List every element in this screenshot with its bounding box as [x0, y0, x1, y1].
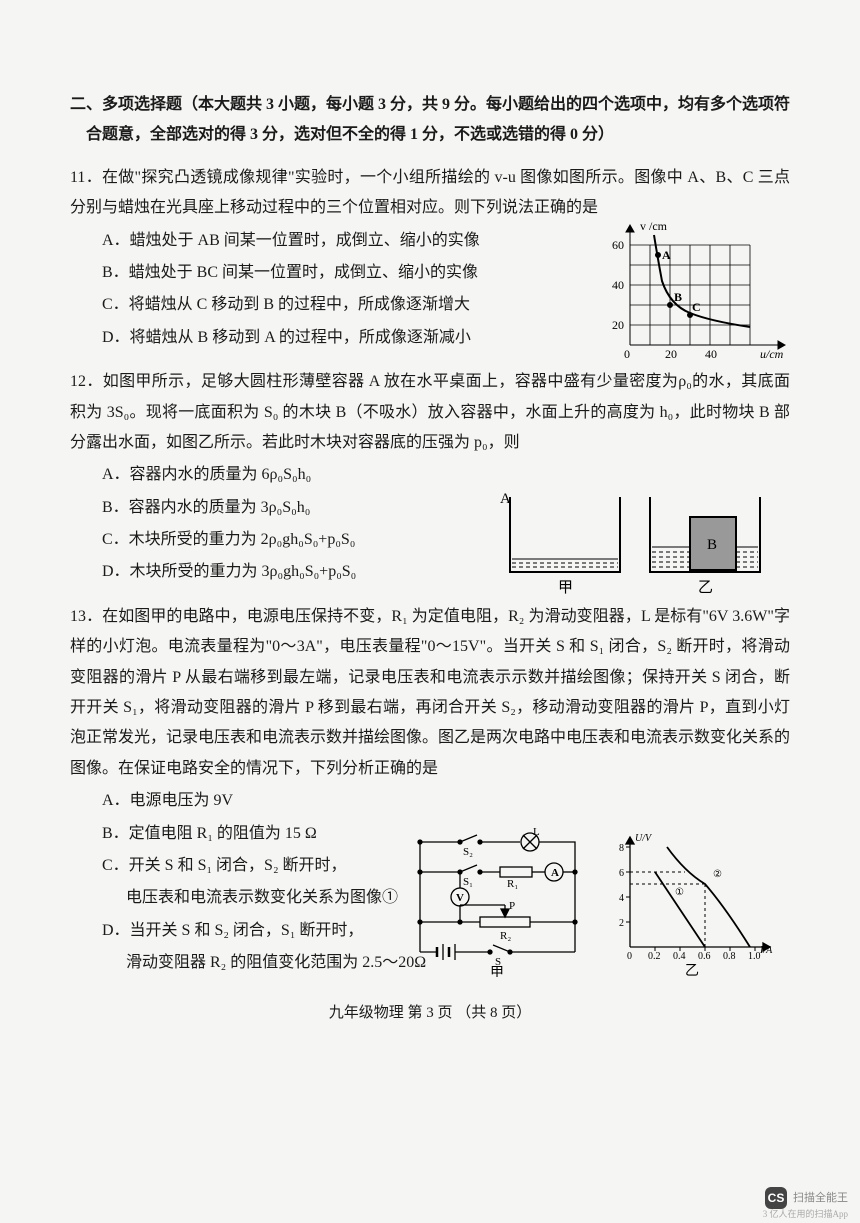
q11-chart: v /cm 60 40 20 0 20 40 u/cm A B C: [610, 215, 800, 365]
svg-text:60: 60: [612, 238, 624, 252]
page-footer: 九年级物理 第 3 页 （共 8 页）: [70, 999, 790, 1028]
q13-stem-text: 在如图甲的电路中，电源电压保持不变，R₁ 为定值电阻，R₂ 为滑动变阻器，L 是…: [70, 608, 790, 777]
q12-stem-text: 如图甲所示，足够大圆柱形薄壁容器 A 放在水平桌面上，容器中盛有少量密度为ρ₀的…: [70, 373, 790, 451]
svg-text:B: B: [707, 537, 717, 553]
svg-text:P: P: [509, 900, 515, 912]
q12-stem: 12．如图甲所示，足够大圆柱形薄壁容器 A 放在水平桌面上，容器中盛有少量密度为…: [70, 367, 790, 458]
svg-text:U/V: U/V: [635, 833, 653, 844]
svg-text:②: ②: [713, 869, 722, 880]
svg-text:B: B: [674, 290, 682, 304]
question-11: 11．在做"探究凸透镜成像规律"实验时，一个小组所描绘的 v-u 图像如图所示。…: [70, 163, 790, 353]
svg-text:S₁: S₁: [463, 876, 473, 888]
q13-circuit-figure: S₂ S₁ S L R₁ R₂ P A V 甲: [405, 827, 590, 977]
svg-text:8: 8: [619, 843, 624, 854]
svg-text:40: 40: [705, 347, 717, 361]
svg-text:4: 4: [619, 893, 624, 904]
q11-number: 11．: [70, 169, 102, 186]
svg-text:0: 0: [624, 347, 630, 361]
svg-text:20: 20: [665, 347, 677, 361]
q12-option-a: A．容器内水的质量为 6ρ₀S₀h₀: [102, 460, 790, 490]
svg-text:R₁: R₁: [507, 878, 518, 890]
q13-option-a: A．电源电压为 9V: [102, 786, 790, 816]
svg-text:0.8: 0.8: [723, 951, 736, 962]
section-header: 二、多项选择题（本大题共 3 小题，每小题 3 分，共 9 分。每小题给出的四个…: [70, 90, 790, 151]
svg-text:C: C: [692, 300, 701, 314]
svg-text:6: 6: [619, 868, 624, 879]
svg-text:A: A: [662, 248, 671, 262]
svg-text:A: A: [500, 491, 511, 507]
svg-text:2: 2: [619, 918, 624, 929]
svg-text:0: 0: [627, 951, 632, 962]
svg-text:V: V: [456, 892, 464, 904]
svg-text:甲: 甲: [558, 580, 573, 596]
svg-text:L: L: [533, 827, 540, 838]
svg-text:40: 40: [612, 278, 624, 292]
q13-number: 13．: [70, 608, 102, 625]
svg-text:乙: 乙: [698, 580, 713, 596]
watermark-subtext: 3 亿人在用的扫描App: [763, 1206, 848, 1223]
q13-stem: 13．在如图甲的电路中，电源电压保持不变，R₁ 为定值电阻，R₂ 为滑动变阻器，…: [70, 602, 790, 784]
svg-text:0.6: 0.6: [698, 951, 711, 962]
svg-text:A: A: [551, 867, 559, 879]
question-12: 12．如图甲所示，足够大圆柱形薄壁容器 A 放在水平桌面上，容器中盛有少量密度为…: [70, 367, 790, 588]
svg-text:20: 20: [612, 318, 624, 332]
svg-text:0.4: 0.4: [673, 951, 686, 962]
q12-number: 12．: [70, 373, 103, 390]
svg-text:①: ①: [675, 887, 684, 898]
svg-text:0.2: 0.2: [648, 951, 661, 962]
svg-text:v /cm: v /cm: [640, 219, 668, 233]
q12-figure: A B 甲 乙: [490, 487, 780, 602]
svg-text:u/cm: u/cm: [760, 347, 784, 361]
svg-text:R₂: R₂: [500, 930, 511, 942]
svg-text:1.0: 1.0: [748, 951, 761, 962]
svg-text:S₂: S₂: [463, 846, 473, 858]
svg-text:I/A: I/A: [759, 945, 773, 956]
svg-text:甲: 甲: [490, 966, 504, 977]
q13-graph-figure: U/V 8 6 4 2 0 0.2 0.4 0.6 0.8 1.0 I/A ① …: [605, 827, 780, 977]
svg-text:乙: 乙: [685, 963, 699, 977]
question-13: 13．在如图甲的电路中，电源电压保持不变，R₁ 为定值电阻，R₂ 为滑动变阻器，…: [70, 602, 790, 979]
q11-stem-text: 在做"探究凸透镜成像规律"实验时，一个小组所描绘的 v-u 图像如图所示。图像中…: [70, 169, 790, 216]
